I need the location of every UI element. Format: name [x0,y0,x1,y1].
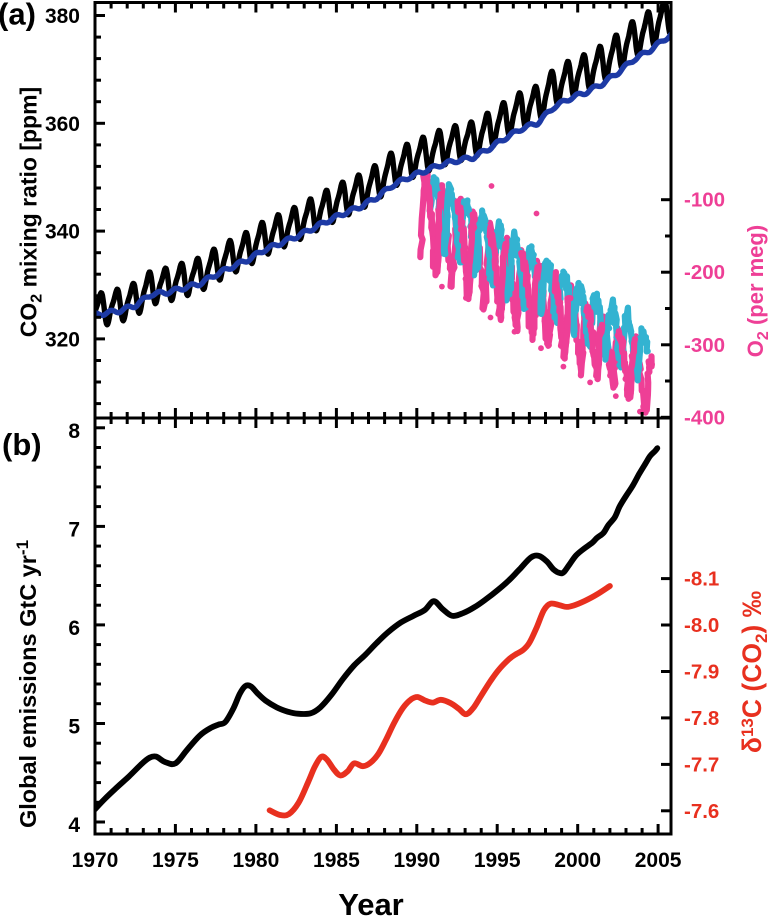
svg-text:5: 5 [68,716,80,739]
svg-text:1980: 1980 [233,849,280,872]
svg-text:1975: 1975 [152,849,199,872]
svg-text:Global emissions GtC yr-1: Global emissions GtC yr-1 [13,540,41,828]
svg-text:380: 380 [45,5,80,28]
svg-text:1995: 1995 [474,849,521,872]
svg-text:(b): (b) [2,427,42,462]
svg-text:-7.7: -7.7 [684,753,719,776]
svg-text:-100: -100 [684,189,725,212]
svg-text:-7.6: -7.6 [684,800,719,823]
svg-text:-300: -300 [684,334,725,357]
svg-text:2005: 2005 [635,849,682,872]
svg-text:1985: 1985 [313,849,360,872]
svg-text:-8.1: -8.1 [684,568,719,591]
svg-text:-7.9: -7.9 [684,661,719,684]
svg-text:1970: 1970 [72,849,119,872]
svg-text:Year: Year [338,887,404,917]
svg-text:-8.0: -8.0 [684,614,719,637]
svg-text:1990: 1990 [393,849,440,872]
svg-text:4: 4 [68,814,80,837]
svg-text:δ13C (CO2) ‰: δ13C (CO2) ‰ [737,591,770,753]
svg-text:320: 320 [45,328,80,351]
svg-text:6: 6 [68,617,80,640]
svg-text:(a): (a) [0,0,36,32]
svg-text:2000: 2000 [554,849,601,872]
svg-text:7: 7 [68,519,80,542]
svg-text:-7.8: -7.8 [684,707,719,730]
svg-text:-400: -400 [684,406,725,429]
svg-text:360: 360 [45,113,80,136]
svg-text:-200: -200 [684,261,725,284]
svg-text:8: 8 [68,420,80,443]
svg-text:340: 340 [45,221,80,244]
